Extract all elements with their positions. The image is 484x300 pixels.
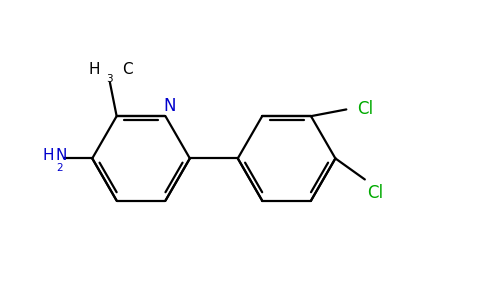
Text: H: H — [88, 61, 100, 76]
Text: N: N — [56, 148, 67, 163]
Text: Cl: Cl — [367, 184, 383, 202]
Text: H: H — [43, 148, 54, 163]
Text: Cl: Cl — [357, 100, 373, 118]
Text: 3: 3 — [106, 74, 113, 84]
Text: N: N — [164, 97, 176, 115]
Text: 2: 2 — [56, 164, 63, 173]
Text: C: C — [121, 61, 132, 76]
